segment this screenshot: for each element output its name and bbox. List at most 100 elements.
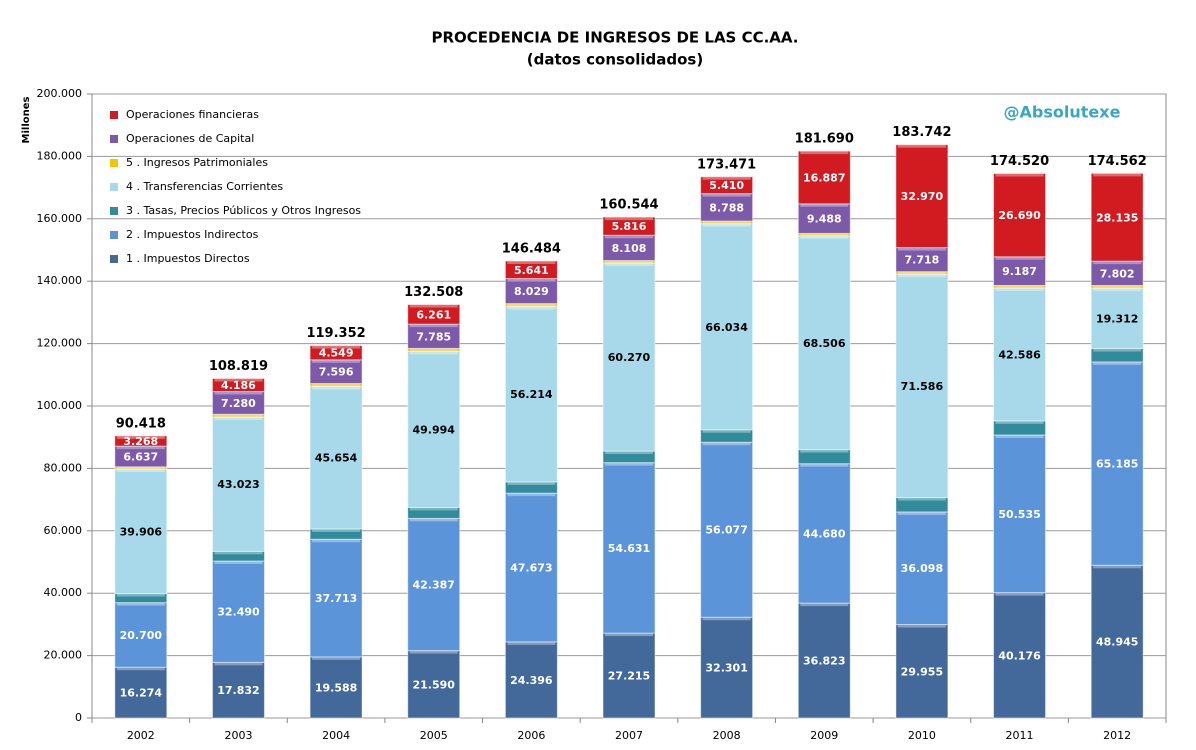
legend-swatch <box>110 231 118 239</box>
legend-label: 1 . Impuestos Directos <box>126 252 250 265</box>
value-label: 32.301 <box>705 662 747 675</box>
x-tick-label: 2011 <box>1006 729 1034 742</box>
bar-segment <box>602 216 656 236</box>
bar-highlight <box>116 435 165 439</box>
bar-highlight <box>897 511 946 515</box>
bar-segment <box>700 176 754 195</box>
value-label: 7.718 <box>905 254 940 267</box>
value-label: 45.654 <box>315 452 358 465</box>
bar-segment <box>407 323 461 349</box>
bar-highlight <box>507 306 556 310</box>
bar-highlight <box>995 592 1044 596</box>
bar-highlight <box>214 391 263 395</box>
value-label: 28.135 <box>1096 211 1138 224</box>
bar-highlight <box>702 221 751 224</box>
bar-highlight <box>1093 261 1142 265</box>
bar-segment <box>797 150 851 205</box>
legend-label: 4 . Transferencias Corrientes <box>126 180 283 193</box>
bar-highlight <box>995 420 1044 424</box>
bar-highlight <box>897 144 946 148</box>
value-label: 8.029 <box>514 285 549 298</box>
y-tick-label: 120.000 <box>37 337 83 350</box>
bar-highlight <box>995 285 1044 289</box>
value-label: 36.823 <box>803 655 845 668</box>
bar-highlight <box>702 223 751 227</box>
value-label: 9.187 <box>1002 265 1037 278</box>
bar-highlight <box>995 173 1044 177</box>
y-tick-label: 180.000 <box>37 149 83 162</box>
bar-highlight <box>116 469 165 473</box>
bar-highlight <box>409 348 458 352</box>
y-axis-label: Millones <box>21 96 32 143</box>
y-tick-label: 140.000 <box>37 274 83 287</box>
value-label: 60.270 <box>608 351 651 364</box>
x-tick-label: 2003 <box>224 729 252 742</box>
bar-highlight <box>312 383 361 387</box>
bar-segment <box>309 385 363 530</box>
total-label: 108.819 <box>209 359 268 374</box>
bar-segment <box>1090 172 1144 262</box>
legend-swatch <box>110 159 118 167</box>
value-label: 3.268 <box>123 435 158 448</box>
value-label: 49.994 <box>413 423 456 436</box>
legend-label: Operaciones financieras <box>126 108 259 121</box>
bar-segment <box>1090 287 1144 349</box>
bar-highlight <box>605 633 653 637</box>
legend-swatch <box>110 183 118 191</box>
value-label: 37.713 <box>315 592 357 605</box>
bar-segment <box>114 435 168 447</box>
bar-highlight <box>702 442 751 446</box>
x-tick-label: 2008 <box>713 729 741 742</box>
bar-highlight <box>702 176 751 180</box>
watermark: @Absolutexe <box>1004 103 1121 122</box>
bar-segment <box>211 377 265 393</box>
bar-highlight <box>409 507 458 511</box>
bar-highlight <box>312 656 361 660</box>
value-label: 16.274 <box>120 687 163 700</box>
value-label: 6.637 <box>123 450 158 463</box>
value-label: 66.034 <box>705 321 748 334</box>
bar-highlight <box>1093 173 1142 177</box>
bar-segment <box>504 260 558 280</box>
value-label: 68.506 <box>803 337 846 350</box>
value-label: 16.887 <box>803 171 845 184</box>
bar-segment <box>700 441 754 618</box>
bar-highlight <box>800 449 849 453</box>
bar-highlight <box>312 345 361 349</box>
value-label: 32.490 <box>217 606 260 619</box>
value-label: 42.387 <box>413 579 455 592</box>
bar-highlight <box>605 217 653 221</box>
value-label: 56.077 <box>705 524 747 537</box>
bar-highlight <box>897 247 946 251</box>
x-tick-label: 2010 <box>908 729 936 742</box>
value-label: 65.185 <box>1096 458 1138 471</box>
total-label: 119.352 <box>306 326 365 341</box>
legend-swatch <box>110 135 118 143</box>
value-label: 7.802 <box>1100 267 1135 280</box>
value-label: 36.098 <box>901 562 943 575</box>
bar-highlight <box>897 274 946 278</box>
bar-highlight <box>507 493 556 497</box>
total-label: 174.562 <box>1088 154 1147 169</box>
legend-swatch <box>110 111 118 119</box>
value-label: 50.535 <box>998 508 1040 521</box>
bar-highlight <box>605 462 653 466</box>
x-tick-label: 2004 <box>322 729 350 742</box>
value-label: 7.596 <box>319 366 354 379</box>
bar-segment <box>993 287 1047 422</box>
bar-highlight <box>507 481 556 485</box>
value-label: 56.214 <box>510 388 553 401</box>
bar-highlight <box>116 593 165 597</box>
value-label: 6.261 <box>416 308 451 321</box>
value-label: 8.108 <box>612 242 647 255</box>
value-label: 54.631 <box>608 542 650 555</box>
y-tick-label: 40.000 <box>44 586 83 599</box>
bar-segment <box>797 602 851 719</box>
total-label: 181.690 <box>795 132 854 147</box>
value-label: 8.788 <box>709 201 744 214</box>
y-tick-label: 160.000 <box>37 212 83 225</box>
bar-highlight <box>409 304 458 308</box>
bar-segment <box>114 468 168 595</box>
bar-highlight <box>214 414 263 418</box>
bar-highlight <box>507 260 556 264</box>
